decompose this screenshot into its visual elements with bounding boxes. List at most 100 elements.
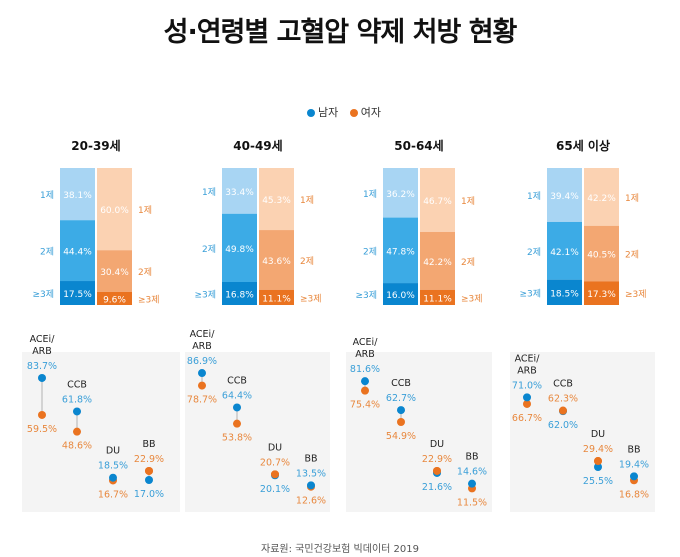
female-dot (433, 466, 441, 475)
male-dot (233, 403, 241, 412)
female-dot (594, 457, 602, 466)
male-value-label: 25.5% (583, 476, 613, 487)
male-value-label: 81.6% (350, 364, 380, 375)
female-value-label: 9.6% (103, 295, 126, 305)
legend-male: 남자 (318, 106, 339, 119)
female-bar-segment (97, 168, 132, 251)
category-label: ARB (517, 365, 537, 376)
female-stack-label: 2제 (138, 267, 152, 278)
male-dot (523, 393, 531, 402)
category-label: BB (304, 453, 317, 464)
female-value-label: 11.1% (262, 294, 291, 304)
female-dot (361, 386, 369, 395)
panel-background (510, 352, 655, 512)
female-value-label: 45.3% (262, 196, 291, 206)
female-value-label: 16.7% (98, 489, 128, 500)
female-bar-segment (420, 231, 455, 290)
group-title: 50-64세 (394, 138, 443, 153)
female-stack-label: ≥3제 (461, 293, 483, 304)
male-value-label: 36.2% (386, 190, 415, 200)
male-stack-label: ≥3제 (355, 290, 377, 301)
male-value-label: 49.8% (225, 245, 254, 255)
category-label: DU (591, 429, 605, 440)
panel-background (22, 352, 180, 512)
female-value-label: 11.1% (423, 294, 452, 304)
male-value-label: 18.5% (98, 461, 128, 472)
male-value-label: 71.0% (512, 380, 542, 391)
male-bar-segment (60, 281, 95, 305)
male-value-label: 21.6% (422, 482, 452, 493)
male-bar-segment (383, 283, 418, 305)
male-value-label: 13.5% (296, 468, 326, 479)
category-label: ARB (192, 341, 212, 352)
male-value-label: 83.7% (27, 361, 57, 372)
female-value-label: 16.8% (619, 489, 649, 500)
panel-background (346, 352, 492, 512)
category-label: ACEi/ (515, 353, 541, 364)
male-dot (73, 407, 81, 416)
panel-background (185, 352, 330, 512)
female-stack-label: 2제 (461, 257, 475, 268)
category-label: DU (430, 439, 444, 450)
legend-female: 여자 (360, 106, 381, 119)
female-value-label: 42.2% (587, 194, 616, 204)
male-value-label: 17.5% (63, 290, 92, 300)
category-label: CCB (227, 375, 247, 386)
male-value-label: 64.4% (222, 390, 252, 401)
category-label: BB (465, 452, 478, 463)
male-bar-segment (60, 220, 95, 282)
female-dot (559, 406, 567, 415)
female-bar-segment (584, 168, 619, 226)
female-stack-label: 1제 (625, 193, 639, 204)
male-stack-label: 1제 (363, 189, 377, 200)
male-bar-segment (547, 279, 582, 305)
male-dot (198, 369, 206, 378)
male-stack-label: 2제 (363, 246, 377, 257)
female-value-label: 30.4% (100, 268, 129, 278)
male-value-label: 62.0% (548, 420, 578, 431)
female-value-label: 60.0% (100, 206, 129, 216)
male-dot (594, 462, 602, 471)
male-value-label: 44.4% (63, 248, 92, 258)
category-label: BB (142, 439, 155, 450)
male-stack-label: ≥3제 (32, 289, 54, 300)
male-value-label: 61.8% (62, 394, 92, 405)
category-label: ACEi/ (30, 334, 56, 345)
male-stack-label: 2제 (202, 244, 216, 255)
group-title: 40-49세 (233, 138, 282, 153)
female-value-label: 40.5% (587, 251, 616, 261)
female-stack-label: ≥3제 (138, 294, 160, 305)
source-note: 자료원: 국민건강보험 빅데이터 2019 (261, 544, 419, 555)
male-value-label: 14.6% (457, 467, 487, 478)
female-bar-segment (420, 289, 455, 305)
male-stack-label: ≥3제 (194, 289, 216, 300)
female-stack-label: ≥3제 (300, 293, 322, 304)
category-label: BB (627, 444, 640, 455)
male-value-label: 33.4% (225, 188, 254, 198)
male-value-label: 39.4% (550, 192, 579, 202)
male-bar-segment (547, 221, 582, 280)
male-bar-segment (60, 168, 95, 221)
female-bar-segment (97, 291, 132, 305)
female-value-label: 75.4% (350, 400, 380, 411)
male-value-label: 42.1% (550, 248, 579, 258)
male-dot (109, 473, 117, 482)
female-bar-segment (259, 289, 294, 305)
category-label: DU (268, 442, 282, 453)
male-value-label: 17.0% (134, 489, 164, 500)
female-value-label: 20.7% (260, 457, 290, 468)
female-value-label: 43.6% (262, 257, 291, 267)
male-dot (307, 481, 315, 490)
category-label: ACEi/ (353, 337, 379, 348)
female-value-label: 11.5% (457, 497, 487, 508)
legend-female-marker (349, 109, 358, 117)
category-label: DU (106, 446, 120, 457)
female-value-label: 78.7% (187, 395, 217, 406)
female-stack-label: ≥3제 (625, 289, 647, 300)
female-value-label: 66.7% (512, 413, 542, 424)
female-stack-label: 1제 (461, 196, 475, 207)
page-title: 성·연령별 고혈압 약제 처방 현황 (163, 17, 518, 48)
female-value-label: 29.4% (583, 444, 613, 455)
